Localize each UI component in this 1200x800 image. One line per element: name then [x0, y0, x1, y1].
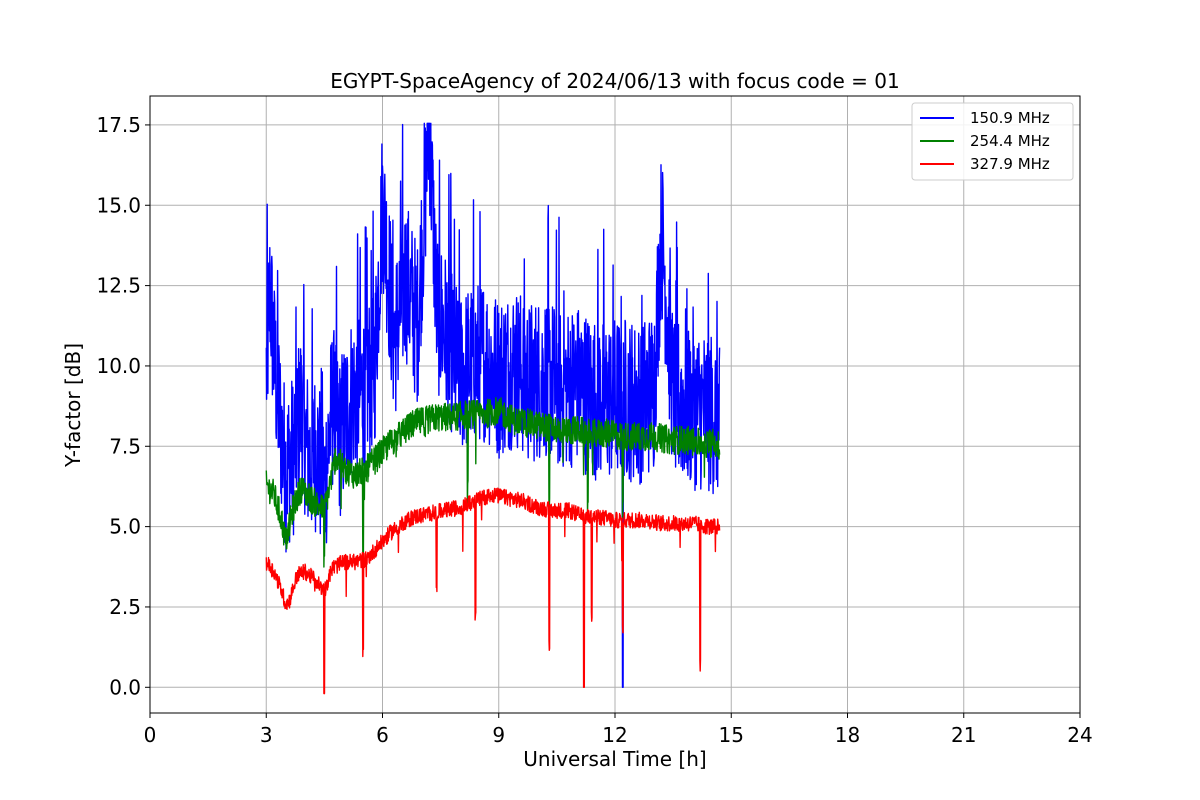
series-line	[265, 122, 721, 688]
x-tick-label: 9	[492, 723, 505, 747]
tick-layer: 0 3 6 9 12 15 18 21 24 0.0 2.5 5.0 7.5 10.0 12.5 15.0 17…	[96, 113, 1092, 747]
x-tick-label: 0	[144, 723, 157, 747]
x-tick-label: 6	[376, 723, 389, 747]
legend-label: 254.4 MHz	[970, 132, 1050, 150]
y-tick-label: 10.0	[96, 354, 141, 378]
x-tick-label: 21	[951, 723, 976, 747]
series-line	[265, 487, 721, 695]
x-tick-label: 3	[260, 723, 273, 747]
legend-label: 327.9 MHz	[970, 155, 1050, 173]
x-tick-label: 15	[719, 723, 744, 747]
x-tick-label: 18	[835, 723, 860, 747]
legend-box	[911, 102, 1074, 181]
y-tick-label: 12.5	[96, 274, 141, 298]
legend: 150.9 MHz 254.4 MHz 327.9 MHz	[911, 102, 1074, 181]
y-tick-label: 5.0	[109, 515, 141, 539]
y-tick-label: 17.5	[96, 113, 141, 137]
data-layer	[265, 122, 721, 695]
x-tick-label: 12	[602, 723, 627, 747]
x-axis-label: Universal Time [h]	[523, 747, 706, 771]
legend-label: 150.9 MHz	[970, 109, 1050, 127]
y-axis-label: Y-factor [dB]	[61, 343, 85, 468]
y-tick-label: 2.5	[109, 595, 141, 619]
chart-title: EGYPT-SpaceAgency of 2024/06/13 with foc…	[330, 69, 899, 93]
y-tick-label: 0.0	[109, 675, 141, 699]
series-line	[265, 397, 721, 568]
y-tick-label: 15.0	[96, 193, 141, 217]
x-tick-label: 24	[1067, 723, 1092, 747]
y-tick-label: 7.5	[109, 434, 141, 458]
